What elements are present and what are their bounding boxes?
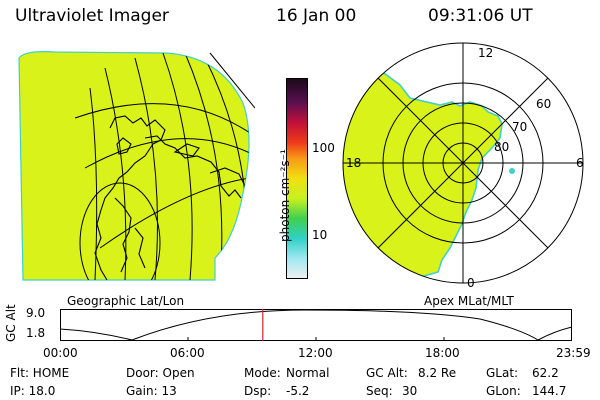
status-ip: IP: 18.0 bbox=[10, 384, 56, 398]
colorbar-unit-label: photon cm⁻²s⁻¹ bbox=[278, 149, 292, 242]
status-gcalt-label: GC Alt: bbox=[366, 366, 408, 380]
mlat-label-70: 70 bbox=[512, 120, 528, 134]
right-panel-caption: Apex MLat/MLT bbox=[424, 294, 514, 308]
mlt-label-12: 12 bbox=[478, 46, 494, 60]
status-glon-value: 144.7 bbox=[532, 384, 567, 398]
status-mode-label: Mode: bbox=[244, 366, 281, 380]
mlt-label-0: 0 bbox=[467, 276, 475, 290]
altitude-y-top: 9.0 bbox=[26, 306, 46, 320]
mlt-label-18: 18 bbox=[346, 156, 362, 170]
status-dsp-label: Dsp: bbox=[244, 384, 272, 398]
altitude-timeline-plot bbox=[60, 309, 572, 341]
altitude-curve bbox=[60, 309, 572, 341]
polar-mlt-plot bbox=[342, 42, 584, 284]
status-dsp-value: -5.2 bbox=[286, 384, 310, 398]
status-gain: Gain: 13 bbox=[126, 384, 177, 398]
mlat-label-80: 80 bbox=[494, 140, 510, 154]
status-gcalt-value: 8.2 Re bbox=[418, 366, 457, 380]
polar-auroral-fill bbox=[343, 43, 503, 283]
status-flight: Flt: HOME bbox=[10, 366, 70, 380]
intensity-color-bar bbox=[286, 78, 308, 279]
status-seq-value: 30 bbox=[402, 384, 418, 398]
header-date: 16 Jan 00 bbox=[276, 6, 357, 26]
mlt-label-6: 6 bbox=[576, 156, 584, 170]
left-panel-caption: Geographic Lat/Lon bbox=[67, 294, 185, 308]
time-tick-0600: 06:00 bbox=[170, 346, 205, 360]
geographic-auroral-disk bbox=[18, 51, 250, 281]
status-glon-label: GLon: bbox=[486, 384, 521, 398]
instrument-title: Ultraviolet Imager bbox=[15, 6, 169, 26]
altitude-y-bottom: 1.8 bbox=[26, 326, 46, 340]
time-tick-0000: 00:00 bbox=[43, 346, 78, 360]
mlat-label-60: 60 bbox=[536, 97, 552, 111]
altitude-axis-label: GC Alt bbox=[4, 304, 18, 342]
status-mode-value: Normal bbox=[286, 366, 330, 380]
geographic-grid bbox=[74, 52, 249, 280]
polar-grid bbox=[342, 42, 584, 284]
colorbar-tick-100: 100 bbox=[312, 141, 335, 155]
time-tick-1200: 12:00 bbox=[298, 346, 333, 360]
status-door: Door: Open bbox=[126, 366, 195, 380]
colorbar-tick-10: 10 bbox=[312, 228, 328, 242]
status-seq-label: Seq: bbox=[366, 384, 393, 398]
geographic-image bbox=[18, 51, 255, 281]
satellite-position-marker bbox=[509, 168, 515, 174]
status-glat-label: GLat: bbox=[486, 366, 519, 380]
status-glat-value: 62.2 bbox=[532, 366, 559, 380]
geographic-coastlines bbox=[94, 115, 246, 280]
header-time: 09:31:06 UT bbox=[428, 6, 533, 26]
time-tick-1800: 18:00 bbox=[425, 346, 460, 360]
time-tick-2359: 23:59 bbox=[556, 346, 591, 360]
